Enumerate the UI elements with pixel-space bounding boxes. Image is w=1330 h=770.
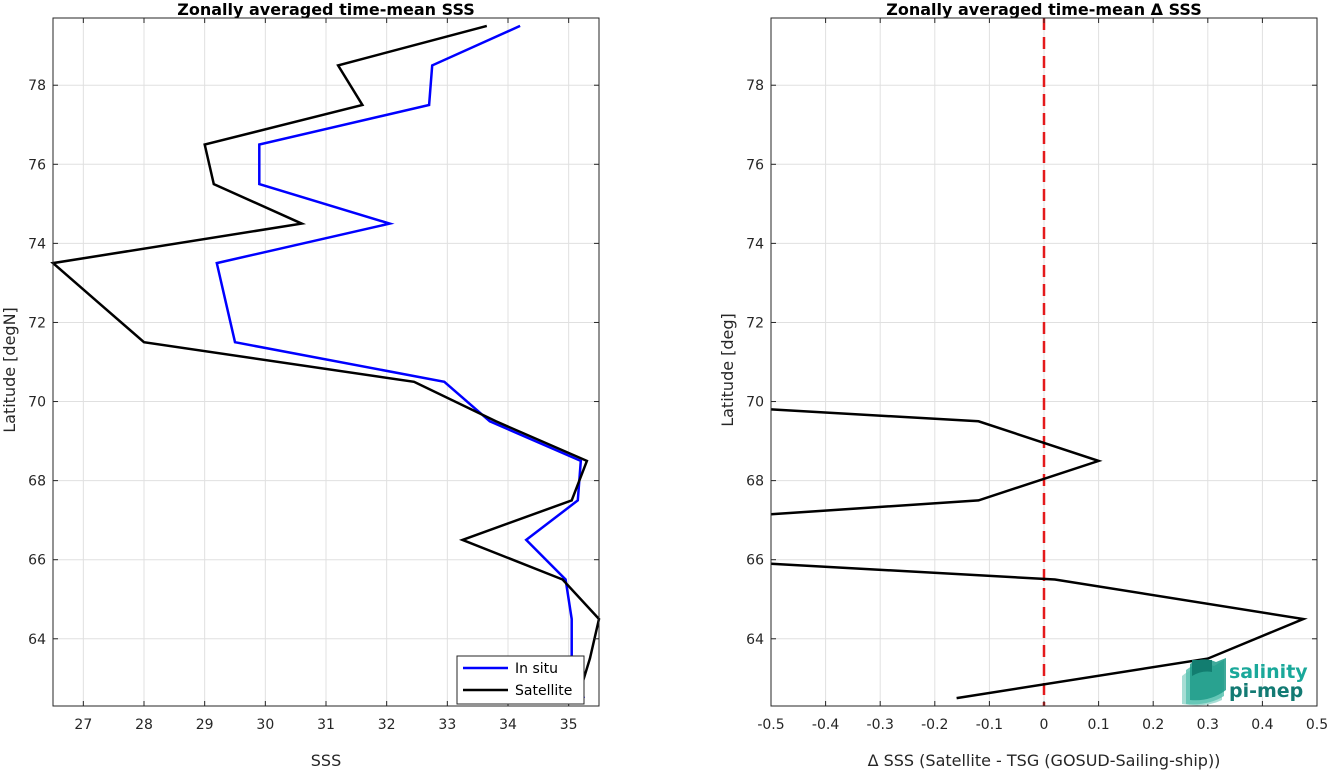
y-tick-label: 72: [746, 315, 764, 331]
y-tick-label: 72: [28, 315, 46, 331]
wave-logo-icon: [1182, 658, 1226, 706]
y-tick-label: 78: [28, 78, 46, 94]
right-ticks: -0.5 -0.4 -0.3 -0.2 -0.1 0 0.1 0.2 0.3 0.4 0.5 64 66…: [746, 18, 1328, 733]
x-tick-label: 0.3: [1197, 717, 1219, 733]
series-line-satellite: [50, 24, 601, 699]
left-chart-title: Zonally averaged time-mean SSS: [177, 0, 475, 19]
y-tick-label: 76: [746, 157, 764, 173]
y-tick-label: 66: [28, 553, 46, 569]
y-tick-label: 66: [746, 553, 764, 569]
y-tick-label: 76: [28, 157, 46, 173]
x-tick-label: -0.3: [867, 717, 894, 733]
y-tick-label: 68: [746, 474, 764, 490]
delta-sss-line: [770, 562, 1308, 700]
left-series: [50, 24, 601, 699]
x-tick-label: 0.2: [1142, 717, 1164, 733]
y-tick-label: 68: [28, 474, 46, 490]
legend-label-satellite: Satellite: [515, 683, 572, 699]
delta-sss-line: [770, 408, 1103, 516]
x-tick-label: -0.5: [757, 717, 784, 733]
x-tick-label: 0.5: [1306, 717, 1328, 733]
right-x-axis-label: Δ SSS (Satellite - TSG (GOSUD-Sailing-sh…: [868, 751, 1221, 770]
x-tick-label: 0.1: [1087, 717, 1109, 733]
x-tick-label: 30: [256, 717, 274, 733]
logo-text-pi-mep: pi-mep: [1229, 680, 1303, 702]
x-tick-label: 34: [499, 717, 517, 733]
delta-sss-panel: Zonally averaged time-mean Δ SSS -0.5 -0.…: [718, 0, 1328, 770]
y-tick-label: 74: [746, 236, 764, 252]
legend-label-in-situ: In situ: [515, 661, 558, 677]
left-ticks: 27 28 29 30 31 32 33 34 35 64 66 68 70 72 74 76 78: [28, 18, 599, 733]
y-tick-label: 64: [28, 632, 46, 648]
logo-text-salinity: salinity: [1229, 661, 1308, 683]
y-tick-label: 64: [746, 632, 764, 648]
x-tick-label: -0.2: [921, 717, 948, 733]
y-tick-label: 78: [746, 78, 764, 94]
x-tick-label: 28: [135, 717, 153, 733]
legend: In situ Satellite: [456, 655, 585, 705]
series-line-in-situ: [215, 24, 585, 699]
x-tick-label: 0.4: [1251, 717, 1273, 733]
y-tick-label: 70: [746, 395, 764, 411]
x-tick-label: 27: [74, 717, 92, 733]
x-tick-label: 32: [378, 717, 396, 733]
x-tick-label: 35: [560, 717, 578, 733]
legend-box: [456, 655, 585, 705]
y-tick-label: 70: [28, 395, 46, 411]
x-tick-label: 31: [317, 717, 335, 733]
x-tick-label: 29: [196, 717, 214, 733]
x-tick-label: -0.4: [812, 717, 839, 733]
right-series: [770, 18, 1308, 706]
y-tick-label: 74: [28, 236, 46, 252]
left-grid: [53, 18, 599, 706]
x-tick-label: 0: [1040, 717, 1049, 733]
x-tick-label: -0.1: [976, 717, 1003, 733]
right-chart-title: Zonally averaged time-mean Δ SSS: [886, 0, 1202, 19]
left-y-axis-label: Latitude [degN]: [0, 307, 19, 433]
salinity-pi-mep-logo: salinity pi-mep: [1182, 658, 1308, 706]
x-tick-label: 33: [438, 717, 456, 733]
sss-panel: Zonally averaged time-mean SSS 27 28 29 30 3…: [0, 0, 601, 770]
left-x-axis-label: SSS: [311, 751, 341, 770]
right-y-axis-label: Latitude [deg]: [718, 313, 737, 427]
